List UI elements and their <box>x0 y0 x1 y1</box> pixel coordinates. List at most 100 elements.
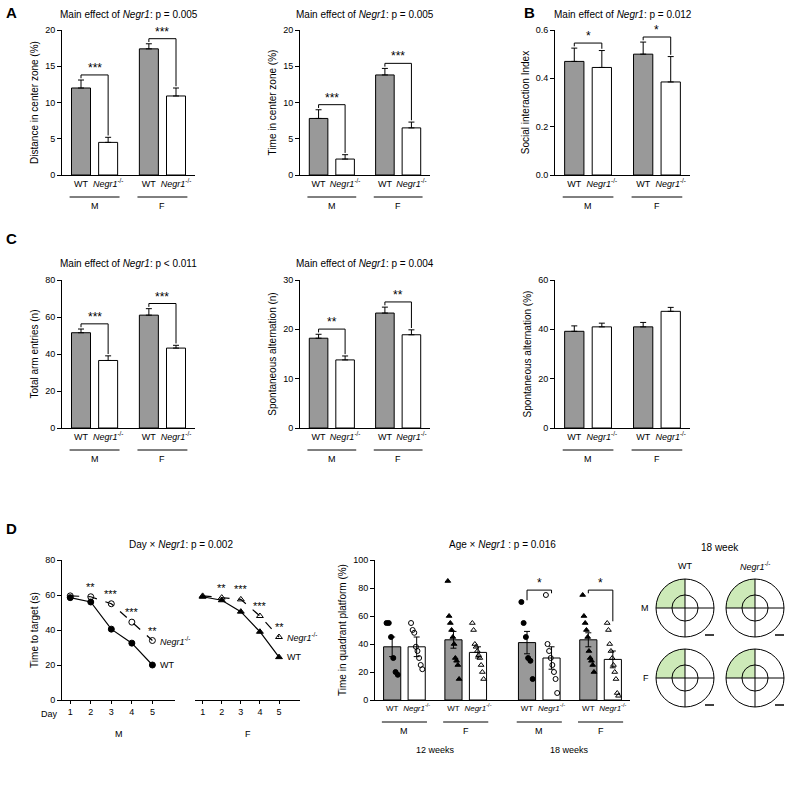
svg-text:M: M <box>91 201 99 211</box>
svg-text:WT: WT <box>142 179 156 189</box>
svg-text:40: 40 <box>538 324 548 334</box>
svg-text:60: 60 <box>538 275 548 285</box>
svg-text:F: F <box>159 201 165 211</box>
svg-text:Time to target (s): Time to target (s) <box>29 592 40 668</box>
svg-text:2: 2 <box>88 707 93 717</box>
svg-text:Negr1​-/-​: Negr1​-/-​ <box>330 430 360 442</box>
svg-text:**: ** <box>148 625 157 637</box>
svg-text:***: *** <box>125 606 139 618</box>
svg-text:60: 60 <box>358 611 368 621</box>
svg-text:Negr1​-/-​: Negr1​-/-​ <box>93 430 123 442</box>
svg-text:F: F <box>395 454 401 464</box>
svg-text:40: 40 <box>45 349 55 359</box>
svg-text:WT: WT <box>567 432 581 442</box>
svg-text:WT: WT <box>521 704 534 713</box>
svg-text:Negr1​-/-​: Negr1​-/-​ <box>161 177 191 189</box>
svg-text:20: 20 <box>45 660 55 670</box>
svg-text:Negr1​-/-​: Negr1​-/-​ <box>655 177 685 189</box>
svg-text:Spontaneous alternation (%): Spontaneous alternation (%) <box>522 291 533 418</box>
svg-text:Negr1​-/-​: Negr1​-/-​ <box>587 430 617 442</box>
svg-text:0.2: 0.2 <box>536 122 549 132</box>
svg-text:30: 30 <box>283 275 293 285</box>
svg-text:3: 3 <box>238 707 243 717</box>
svg-text:Main effect of Negr1: p < 0.01: Main effect of Negr1: p < 0.011 <box>60 258 197 269</box>
svg-text:0: 0 <box>288 170 293 180</box>
svg-text:F: F <box>395 201 401 211</box>
svg-text:WT: WT <box>160 660 174 670</box>
svg-text:***: *** <box>88 310 102 324</box>
svg-text:1: 1 <box>200 707 205 717</box>
svg-text:80: 80 <box>358 583 368 593</box>
svg-text:WT: WT <box>312 179 326 189</box>
svg-text:20: 20 <box>283 324 293 334</box>
svg-text:M: M <box>91 454 99 464</box>
svg-text:WT: WT <box>447 704 460 713</box>
svg-text:Time in quadrant platform (%): Time in quadrant platform (%) <box>337 564 348 696</box>
svg-text:**: ** <box>217 582 226 594</box>
svg-text:12 weeks: 12 weeks <box>416 745 455 755</box>
svg-text:M: M <box>400 726 408 736</box>
svg-text:WT: WT <box>582 704 595 713</box>
svg-text:Time in center zone (%): Time in center zone (%) <box>267 50 278 156</box>
svg-text:Day × Negr1: p = 0.002: Day × Negr1: p = 0.002 <box>129 539 233 550</box>
svg-text:0.6: 0.6 <box>536 25 549 35</box>
svg-text:***: *** <box>325 91 339 105</box>
svg-text:Day: Day <box>41 709 58 719</box>
svg-text:***: *** <box>104 588 118 600</box>
svg-text:80: 80 <box>45 275 55 285</box>
svg-text:WT: WT <box>74 432 88 442</box>
svg-text:WT: WT <box>142 432 156 442</box>
svg-text:WT: WT <box>378 432 392 442</box>
svg-text:***: *** <box>155 25 169 39</box>
svg-text:5: 5 <box>288 134 293 144</box>
svg-text:40: 40 <box>45 625 55 635</box>
svg-text:5: 5 <box>150 707 155 717</box>
svg-text:18 weeks: 18 weeks <box>550 745 589 755</box>
svg-text:Negr1​-/-​: Negr1​-/-​ <box>93 177 123 189</box>
svg-text:Negr1​-/-​: Negr1​-/-​ <box>161 430 191 442</box>
svg-text:0.4: 0.4 <box>536 73 549 83</box>
svg-text:F: F <box>159 454 165 464</box>
svg-text:**: ** <box>327 315 337 329</box>
svg-text:**: ** <box>86 581 95 593</box>
svg-text:Spontaneous alternation (n): Spontaneous alternation (n) <box>267 292 278 415</box>
svg-text:M: M <box>584 454 592 464</box>
svg-text:0: 0 <box>50 423 55 433</box>
svg-text:60: 60 <box>45 312 55 322</box>
svg-text:M: M <box>115 729 123 739</box>
svg-text:*: * <box>586 29 591 43</box>
svg-text:1: 1 <box>68 707 73 717</box>
svg-text:0: 0 <box>288 423 293 433</box>
svg-text:Negr1​-/-​: Negr1​-/-​ <box>655 430 685 442</box>
svg-text:80: 80 <box>45 555 55 565</box>
svg-text:WT: WT <box>378 179 392 189</box>
svg-text:***: *** <box>234 583 248 595</box>
svg-text:A: A <box>6 4 17 21</box>
svg-text:F: F <box>643 673 649 683</box>
svg-text:Main effect of Negr1: p = 0.01: Main effect of Negr1: p = 0.012 <box>554 9 692 20</box>
svg-text:5: 5 <box>50 134 55 144</box>
svg-text:20: 20 <box>283 25 293 35</box>
svg-text:0: 0 <box>50 170 55 180</box>
svg-text:0: 0 <box>543 423 548 433</box>
svg-text:WT: WT <box>386 704 399 713</box>
svg-text:40: 40 <box>358 639 368 649</box>
svg-text:4: 4 <box>129 707 134 717</box>
svg-text:M: M <box>641 603 649 613</box>
svg-text:***: *** <box>253 600 267 612</box>
svg-text:D: D <box>6 520 17 537</box>
svg-text:Social interaction Index: Social interaction Index <box>520 51 531 154</box>
svg-text:20: 20 <box>358 667 368 677</box>
svg-text:*: * <box>654 23 659 37</box>
svg-text:F: F <box>654 454 660 464</box>
svg-text:**: ** <box>393 288 403 302</box>
svg-text:C: C <box>6 230 17 247</box>
svg-text:M: M <box>584 201 592 211</box>
svg-text:F: F <box>598 726 604 736</box>
svg-text:M: M <box>328 201 336 211</box>
svg-text:Negr1​-/-​: Negr1​-/-​ <box>587 177 617 189</box>
svg-text:15: 15 <box>283 61 293 71</box>
svg-text:Negr1​-/-​: Negr1​-/-​ <box>396 430 426 442</box>
svg-text:20: 20 <box>538 374 548 384</box>
svg-text:***: *** <box>155 290 169 304</box>
